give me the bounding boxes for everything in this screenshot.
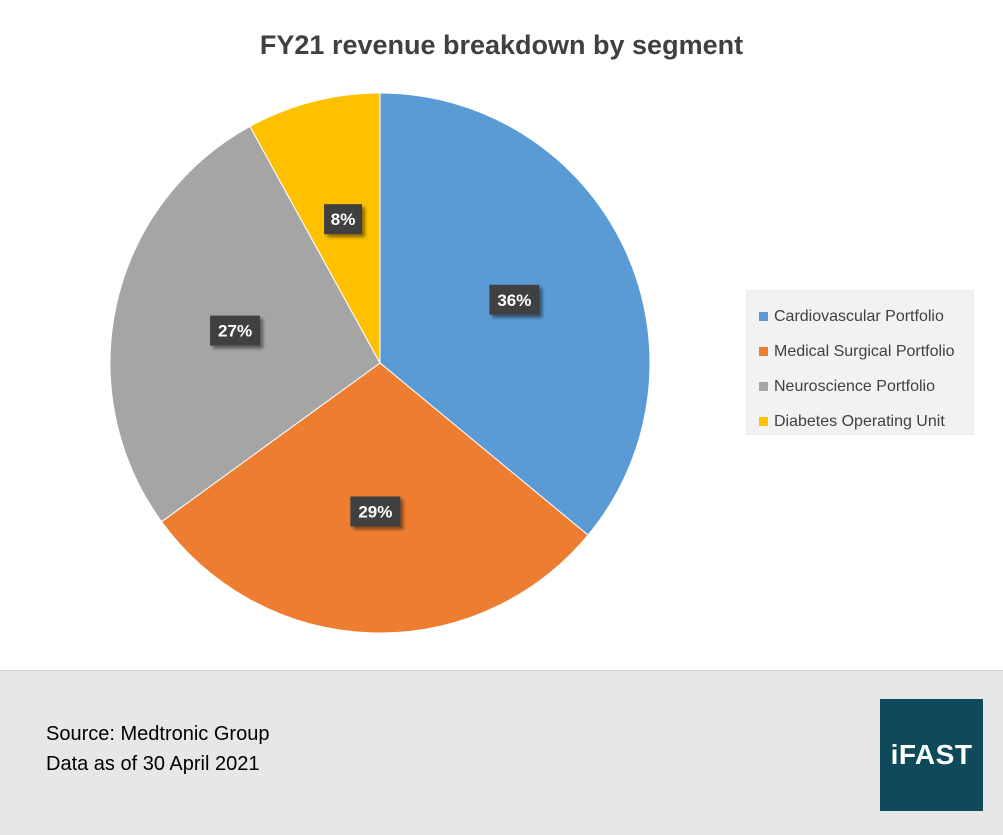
pie-chart: 36% 29% 27% 8% [109,92,651,634]
chart-area: FY21 revenue breakdown by segment 36% 29%… [109,30,974,634]
legend-label: Neuroscience Portfolio [774,377,935,395]
pie-slice-diabetes [249,92,381,364]
data-label-text: 8% [331,210,356,229]
legend-label: Medical Surgical Portfolio [774,342,955,360]
data-label-text: 29% [358,502,392,521]
ifast-logo: iFAST [880,699,983,811]
chart-legend: Cardiovascular Portfolio Medical Surgica… [746,290,974,435]
data-label-diabetes: 8% [324,204,363,235]
legend-item-diabetes: Diabetes Operating Unit [759,404,973,439]
chart-title: FY21 revenue breakdown by segment [259,30,744,60]
legend-label: Cardiovascular Portfolio [774,307,944,325]
source-note: Source: Medtronic Group Data as of 30 Ap… [46,719,269,779]
footer: Source: Medtronic Group Data as of 30 Ap… [0,670,1003,835]
legend-swatch [759,312,768,321]
legend-swatch [759,347,768,356]
data-label-text: 36% [497,291,531,310]
data-label-medical-surgical: 29% [350,496,401,527]
legend-swatch [759,417,768,426]
data-date-line: Data as of 30 April 2021 [46,753,260,775]
legend-swatch [759,382,768,391]
legend-label: Diabetes Operating Unit [774,412,945,430]
legend-item-neuroscience: Neuroscience Portfolio [759,369,973,404]
data-label-text: 27% [218,322,252,341]
legend-item-medical-surgical: Medical Surgical Portfolio [759,334,973,369]
data-label-cardiovascular: 36% [489,284,540,315]
legend-item-cardiovascular: Cardiovascular Portfolio [759,299,973,334]
data-label-neuroscience: 27% [210,315,261,346]
source-line: Source: Medtronic Group [46,723,270,745]
